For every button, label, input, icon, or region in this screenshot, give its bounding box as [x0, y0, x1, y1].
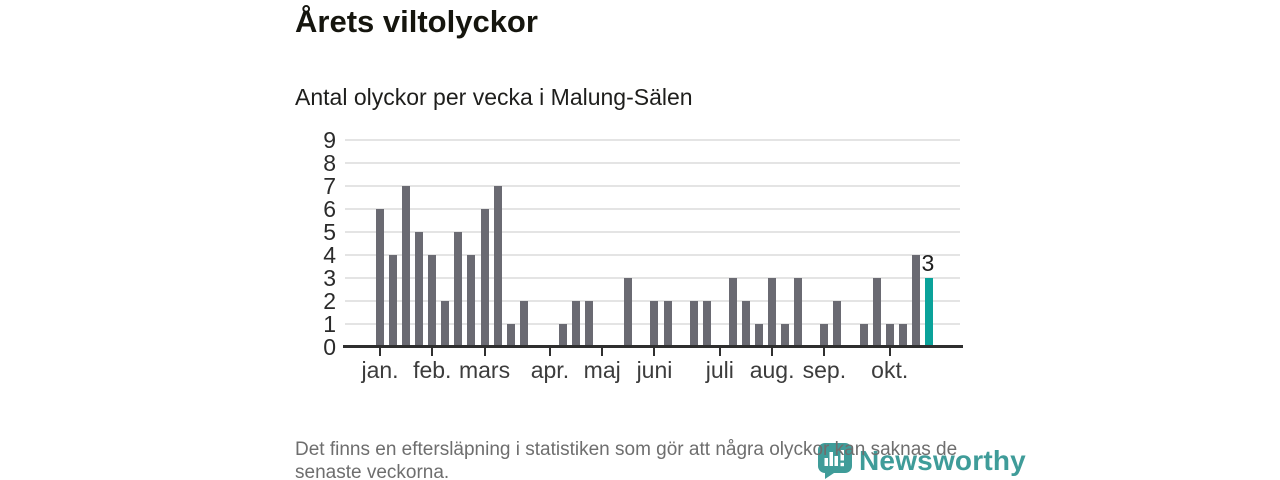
- month-tick: [653, 348, 656, 356]
- y-axis-tick-label: 5: [323, 219, 336, 245]
- footer-note: Det finns en eftersläpning i statistiken…: [295, 438, 957, 480]
- bar: [454, 232, 463, 347]
- bar: [402, 186, 411, 347]
- bar: [911, 255, 920, 347]
- month-label: juni: [636, 357, 673, 383]
- gridline: [345, 139, 960, 141]
- gridline: [345, 162, 960, 164]
- bar: [558, 324, 567, 347]
- gridline: [345, 254, 960, 256]
- bar: [650, 301, 659, 347]
- bar: [768, 278, 777, 347]
- bar: [872, 278, 881, 347]
- month-tick: [823, 348, 826, 356]
- bar: [924, 278, 933, 347]
- gridline: [345, 185, 960, 187]
- newsworthy-logo[interactable]: Newsworthy: [818, 443, 1026, 479]
- month-label: feb.: [413, 357, 452, 383]
- newsworthy-logo-text: Newsworthy: [859, 445, 1026, 476]
- month-label: sep.: [802, 357, 847, 383]
- month-tick: [601, 348, 604, 356]
- bar: [467, 255, 476, 347]
- y-axis-tick-label: 4: [323, 242, 336, 268]
- month-tick: [771, 348, 774, 356]
- bar: [663, 301, 672, 347]
- bar-value-label: 3: [921, 250, 935, 276]
- month-tick: [888, 348, 891, 356]
- bar: [794, 278, 803, 347]
- bar: [572, 301, 581, 347]
- month-label: jan.: [361, 357, 399, 383]
- y-axis-tick-label: 7: [323, 173, 336, 199]
- x-axis-line: [343, 345, 963, 348]
- gridline: [345, 231, 960, 233]
- bar: [415, 232, 424, 347]
- gridline: [345, 208, 960, 210]
- month-label: maj: [583, 357, 621, 383]
- bar: [493, 186, 502, 347]
- y-axis-tick-label: 1: [323, 311, 336, 337]
- bar: [820, 324, 829, 347]
- month-tick: [718, 348, 721, 356]
- bar: [585, 301, 594, 347]
- y-axis-tick-label: 0: [323, 334, 336, 360]
- month-tick: [379, 348, 381, 356]
- bar: [480, 209, 489, 347]
- month-label: okt.: [871, 357, 909, 383]
- bar: [624, 278, 633, 347]
- month-tick: [548, 348, 551, 356]
- y-axis-tick-label: 6: [323, 196, 336, 222]
- bar: [506, 324, 515, 347]
- bar: [689, 301, 698, 347]
- gridline: [345, 277, 960, 279]
- bar: [728, 278, 737, 347]
- month-label: aug.: [749, 357, 795, 383]
- bar: [376, 209, 384, 347]
- month-label: apr.: [530, 357, 570, 383]
- bar: [428, 255, 437, 347]
- bar: [702, 301, 711, 347]
- bar: [741, 301, 750, 347]
- bar: [389, 255, 398, 347]
- chart-subtitle: Antal olyckor per vecka i Malung-Sälen: [295, 84, 693, 110]
- bar: [859, 324, 868, 347]
- bar: [833, 301, 842, 347]
- chart-title: Årets viltolyckor: [295, 4, 538, 39]
- month-tick: [431, 348, 434, 356]
- bar: [519, 301, 528, 347]
- bar: [781, 324, 790, 347]
- bar: [885, 324, 894, 347]
- bar: [898, 324, 907, 347]
- footer-note-line-2: senaste veckorna.: [295, 462, 450, 480]
- month-tick: [483, 348, 486, 356]
- footer-note-line-1: Det finns en eftersläpning i statistiken…: [295, 439, 958, 460]
- month-label: juli: [705, 357, 734, 383]
- bar: [441, 301, 450, 347]
- newsworthy-logo-icon: [818, 443, 852, 479]
- month-label: mars: [458, 357, 511, 383]
- y-axis-tick-label: 8: [323, 150, 336, 176]
- y-axis-tick-label: 3: [323, 265, 336, 291]
- y-axis-tick-label: 9: [323, 127, 336, 153]
- y-axis-tick-label: 2: [323, 288, 336, 314]
- bar: [755, 324, 764, 347]
